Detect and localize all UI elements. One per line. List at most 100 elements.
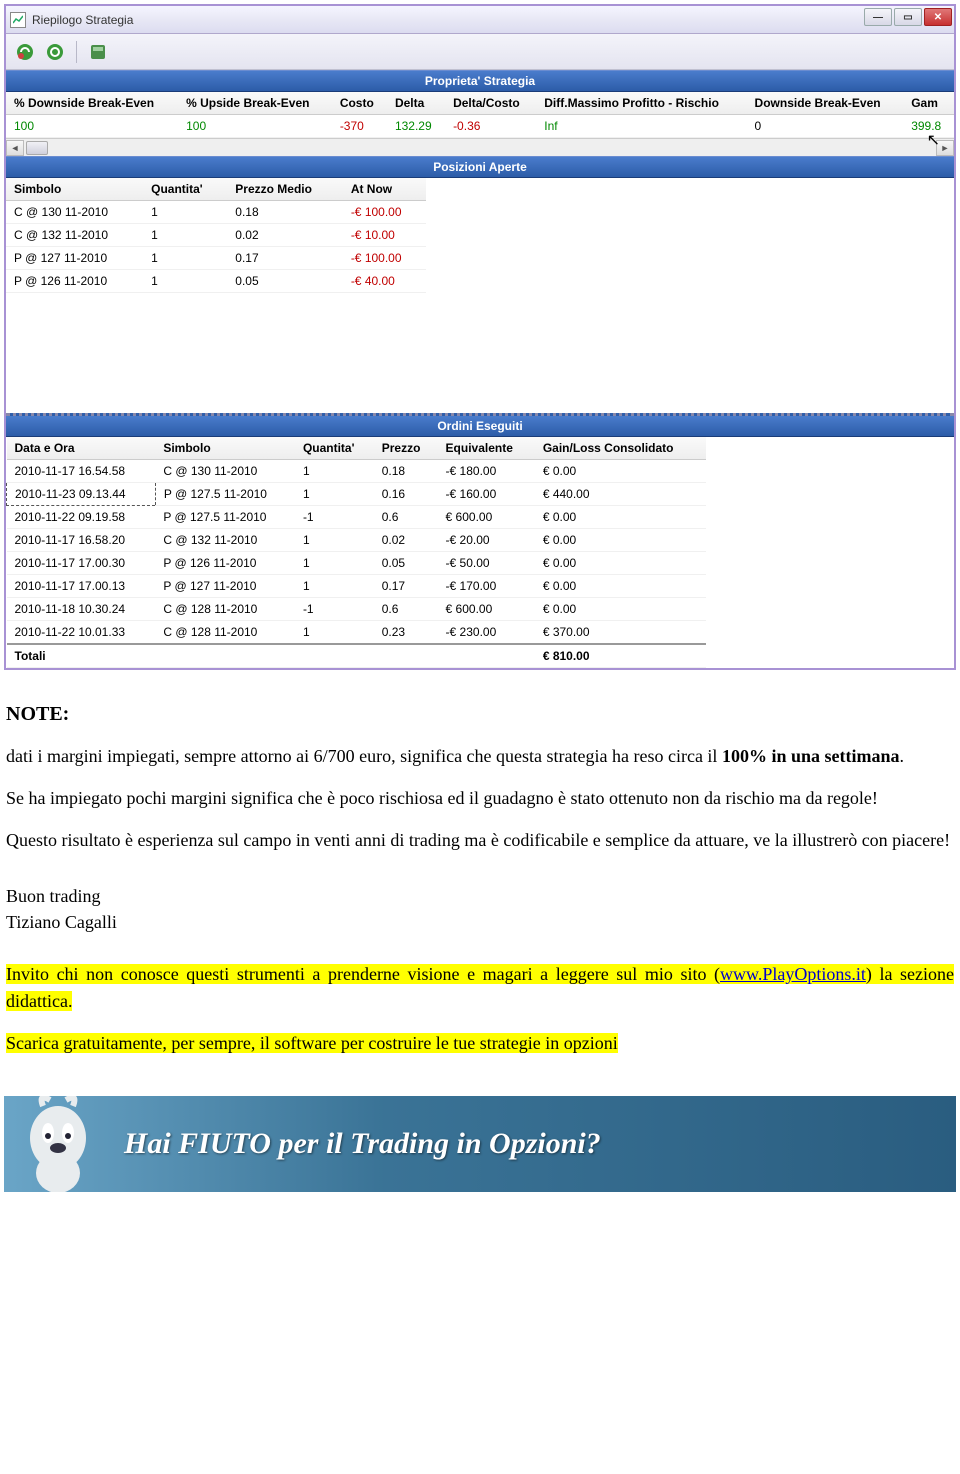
posizioni-table: SimboloQuantita'Prezzo MedioAt Now C @ 1… [6, 178, 426, 293]
proprieta-col-header[interactable]: Diff.Massimo Profitto - Rischio [536, 92, 746, 115]
ordini-totals-row: Totali € 810.00 [7, 644, 707, 668]
scroll-thumb[interactable] [26, 141, 48, 155]
ordini-cell: -€ 170.00 [438, 575, 535, 598]
window-controls: — ▭ ✕ [864, 8, 952, 26]
proprieta-col-header[interactable]: % Downside Break-Even [6, 92, 178, 115]
proprieta-col-header[interactable]: Delta [387, 92, 445, 115]
maximize-button[interactable]: ▭ [894, 8, 922, 26]
posizioni-cell: 1 [143, 247, 227, 270]
posizioni-row[interactable]: P @ 126 11-201010.05-€ 40.00 [6, 270, 426, 293]
note-para2: Se ha impiegato pochi margini significa … [6, 785, 954, 811]
proprieta-col-header[interactable]: Delta/Costo [445, 92, 536, 115]
proprieta-col-header[interactable]: % Upside Break-Even [178, 92, 332, 115]
posizioni-col-header[interactable]: Prezzo Medio [227, 178, 343, 201]
ordini-cell: -€ 20.00 [438, 529, 535, 552]
window-title: Riepilogo Strategia [32, 13, 133, 27]
posizioni-empty-area [6, 293, 954, 413]
ordini-col-header[interactable]: Quantita' [295, 437, 374, 460]
ordini-cell: € 600.00 [438, 506, 535, 529]
scroll-right-arrow[interactable]: ► [936, 140, 954, 156]
titlebar[interactable]: Riepilogo Strategia — ▭ ✕ [6, 6, 954, 34]
ordini-cell: C @ 128 11-2010 [155, 621, 295, 645]
ordini-cell: € 600.00 [438, 598, 535, 621]
posizioni-col-header[interactable]: Quantita' [143, 178, 227, 201]
posizioni-col-header[interactable]: At Now [343, 178, 426, 201]
ordini-cell: C @ 128 11-2010 [155, 598, 295, 621]
toolbar-refresh-red-icon[interactable] [12, 39, 38, 65]
posizioni-cell: -€ 100.00 [343, 247, 426, 270]
ordini-cell: € 0.00 [535, 506, 706, 529]
ordini-cell: C @ 130 11-2010 [155, 460, 295, 483]
ordini-row[interactable]: 2010-11-17 16.58.20C @ 132 11-201010.02-… [7, 529, 707, 552]
sign-line1: Buon trading [6, 883, 954, 909]
ordini-row[interactable]: 2010-11-18 10.30.24C @ 128 11-2010-10.6€… [7, 598, 707, 621]
minimize-button[interactable]: — [864, 8, 892, 26]
ordini-cell: -1 [295, 598, 374, 621]
section-ordini-header: Ordini Eseguiti [6, 413, 954, 437]
ordini-cell: 1 [295, 529, 374, 552]
ordini-col-header[interactable]: Prezzo [374, 437, 438, 460]
proprieta-scrollbar[interactable]: ◄ ► [6, 138, 954, 156]
highlight-para1: Invito chi non conosce questi strumenti … [6, 961, 954, 1013]
ordini-col-header[interactable]: Data e Ora [7, 437, 156, 460]
ordini-cell: 2010-11-17 16.58.20 [7, 529, 156, 552]
ordini-cell: P @ 127.5 11-2010 [155, 506, 295, 529]
ordini-cell: € 0.00 [535, 598, 706, 621]
proprieta-col-header[interactable]: Downside Break-Even [747, 92, 904, 115]
toolbar-export-icon[interactable] [85, 39, 111, 65]
toolbar-refresh-green-icon[interactable] [42, 39, 68, 65]
note-para3: Questo risultato è esperienza sul campo … [6, 827, 954, 853]
ordini-cell: -€ 160.00 [438, 483, 535, 506]
ordini-row[interactable]: 2010-11-22 09.19.58P @ 127.5 11-2010-10.… [7, 506, 707, 529]
posizioni-cell: C @ 132 11-2010 [6, 224, 143, 247]
ordini-cell: € 370.00 [535, 621, 706, 645]
para1-b: 100% in una settimana [722, 746, 900, 766]
ordini-row[interactable]: 2010-11-23 09.13.44P @ 127.5 11-201010.1… [7, 483, 707, 506]
ordini-cell: € 440.00 [535, 483, 706, 506]
proprieta-col-header[interactable]: Gam [903, 92, 954, 115]
ordini-cell: 2010-11-17 16.54.58 [7, 460, 156, 483]
posizioni-col-header[interactable]: Simbolo [6, 178, 143, 201]
ordini-cell: 2010-11-17 17.00.13 [7, 575, 156, 598]
totals-gl: € 810.00 [535, 644, 706, 668]
posizioni-row[interactable]: P @ 127 11-201010.17-€ 100.00 [6, 247, 426, 270]
ordini-table: Data e OraSimboloQuantita'PrezzoEquivale… [6, 437, 706, 668]
ordini-cell: P @ 127 11-2010 [155, 575, 295, 598]
ordini-cell: 0.05 [374, 552, 438, 575]
posizioni-cell: 1 [143, 201, 227, 224]
ordini-cell: 1 [295, 552, 374, 575]
banner[interactable]: Hai FIUTO per il Trading in Opzioni? [4, 1096, 956, 1192]
ordini-row[interactable]: 2010-11-17 17.00.13P @ 127 11-201010.17-… [7, 575, 707, 598]
ordini-col-header[interactable]: Equivalente [438, 437, 535, 460]
ordini-row[interactable]: 2010-11-17 17.00.30P @ 126 11-201010.05-… [7, 552, 707, 575]
proprieta-table: % Downside Break-Even% Upside Break-Even… [6, 92, 954, 138]
para1-a: dati i margini impiegati, sempre attorno… [6, 746, 722, 766]
proprieta-cell: 399.8 [903, 115, 954, 138]
proprieta-cell: 100 [178, 115, 332, 138]
ordini-cell: 0.6 [374, 506, 438, 529]
close-button[interactable]: ✕ [924, 8, 952, 26]
ordini-row[interactable]: 2010-11-17 16.54.58C @ 130 11-201010.18-… [7, 460, 707, 483]
scroll-left-arrow[interactable]: ◄ [6, 140, 24, 156]
ordini-col-header[interactable]: Gain/Loss Consolidato [535, 437, 706, 460]
ordini-col-header[interactable]: Simbolo [155, 437, 295, 460]
ordini-row[interactable]: 2010-11-22 10.01.33C @ 128 11-201010.23-… [7, 621, 707, 645]
posizioni-cell: 0.02 [227, 224, 343, 247]
ordini-cell: P @ 126 11-2010 [155, 552, 295, 575]
posizioni-cell: 0.17 [227, 247, 343, 270]
app-window: Riepilogo Strategia — ▭ ✕ Proprieta' Str… [4, 4, 956, 670]
ordini-cell: 2010-11-22 09.19.58 [7, 506, 156, 529]
ordini-cell: 1 [295, 575, 374, 598]
posizioni-cell: -€ 100.00 [343, 201, 426, 224]
posizioni-cell: P @ 126 11-2010 [6, 270, 143, 293]
ordini-cell: 1 [295, 621, 374, 645]
section-proprieta-header: Proprieta' Strategia [6, 70, 954, 92]
playoptions-link[interactable]: www.PlayOptions.it [720, 964, 866, 984]
proprieta-col-header[interactable]: Costo [332, 92, 387, 115]
posizioni-cell: -€ 40.00 [343, 270, 426, 293]
proprieta-cell: -0.36 [445, 115, 536, 138]
highlight-para2: Scarica gratuitamente, per sempre, il so… [6, 1030, 954, 1056]
para1-c: . [899, 746, 904, 766]
posizioni-row[interactable]: C @ 132 11-201010.02-€ 10.00 [6, 224, 426, 247]
posizioni-row[interactable]: C @ 130 11-201010.18-€ 100.00 [6, 201, 426, 224]
